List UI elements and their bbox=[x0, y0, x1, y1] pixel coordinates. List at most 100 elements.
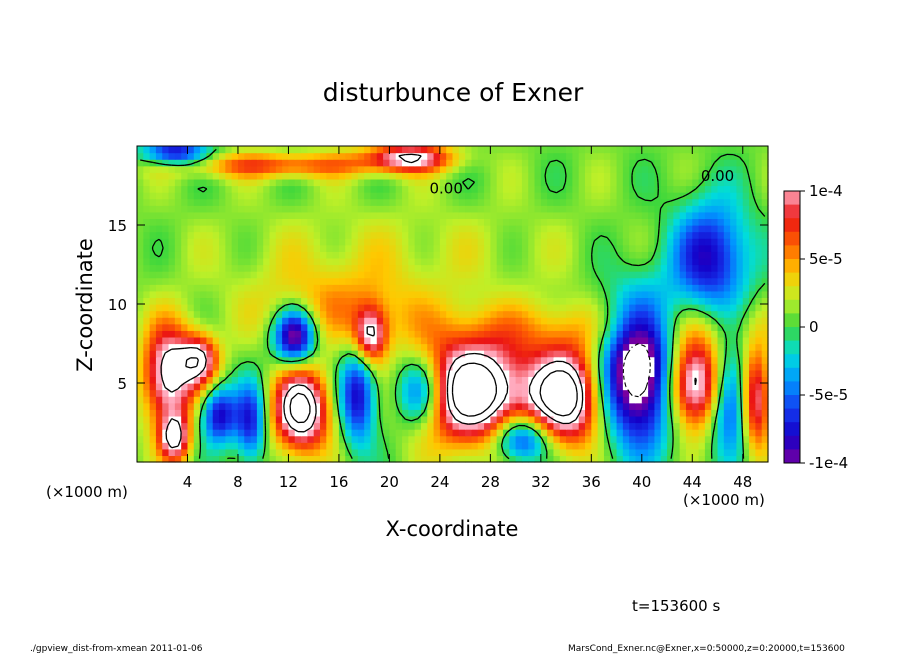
heatmap-cell bbox=[648, 185, 656, 193]
heatmap-cell bbox=[667, 185, 674, 193]
heatmap-cell bbox=[345, 376, 353, 384]
heatmap-cell bbox=[420, 218, 428, 226]
heatmap-cell bbox=[225, 343, 233, 351]
heatmap-cell bbox=[553, 290, 561, 299]
heatmap-cell bbox=[282, 205, 290, 213]
heatmap-cell bbox=[439, 185, 447, 193]
heatmap-cell bbox=[212, 448, 220, 457]
heatmap-cell bbox=[155, 244, 163, 252]
heatmap-cell bbox=[408, 211, 416, 220]
heatmap-cell bbox=[345, 343, 353, 351]
heatmap-cell bbox=[420, 271, 428, 279]
contour-segment bbox=[260, 372, 263, 380]
heatmap-cell bbox=[244, 264, 252, 272]
heatmap-cell bbox=[528, 225, 536, 233]
heatmap-cell bbox=[761, 376, 769, 384]
heatmap-cell bbox=[294, 238, 302, 246]
heatmap-cell bbox=[534, 310, 542, 318]
heatmap-cell bbox=[648, 277, 656, 285]
heatmap-cell bbox=[250, 271, 258, 279]
heatmap-cell bbox=[704, 356, 712, 364]
heatmap-cell bbox=[301, 146, 308, 154]
heatmap-cell bbox=[414, 330, 422, 338]
heatmap-cell bbox=[389, 284, 397, 292]
heatmap-cell bbox=[578, 277, 586, 285]
heatmap-cell bbox=[610, 290, 618, 299]
heatmap-cell bbox=[553, 323, 561, 331]
heatmap-cell bbox=[648, 317, 656, 325]
heatmap-cell bbox=[155, 442, 163, 450]
heatmap-cell bbox=[755, 356, 763, 364]
heatmap-cell bbox=[395, 165, 403, 173]
heatmap-cell bbox=[376, 192, 384, 200]
heatmap-cell bbox=[515, 376, 523, 384]
heatmap-cell bbox=[572, 146, 580, 154]
heatmap-cell bbox=[282, 336, 290, 345]
heatmap-cell bbox=[181, 185, 189, 193]
heatmap-cell bbox=[635, 152, 643, 160]
heatmap-cell bbox=[692, 225, 700, 233]
heatmap-cell bbox=[149, 409, 157, 417]
heatmap-cell bbox=[704, 290, 712, 299]
heatmap-cell bbox=[439, 402, 447, 410]
heatmap-cell bbox=[761, 238, 769, 246]
heatmap-cell bbox=[370, 336, 378, 345]
heatmap-cell bbox=[427, 409, 435, 417]
heatmap-cell bbox=[269, 356, 277, 364]
heatmap-cell bbox=[155, 231, 163, 239]
heatmap-cell bbox=[616, 330, 624, 338]
heatmap-cell bbox=[181, 422, 189, 430]
heatmap-cell bbox=[723, 211, 731, 220]
heatmap-cell bbox=[389, 251, 397, 259]
heatmap-cell bbox=[610, 376, 618, 384]
heatmap-cell bbox=[389, 146, 397, 154]
heatmap-cell bbox=[237, 323, 245, 331]
heatmap-cell bbox=[667, 389, 674, 397]
heatmap-cell bbox=[553, 429, 561, 437]
heatmap-cell bbox=[319, 323, 327, 331]
heatmap-cell bbox=[137, 225, 144, 233]
heatmap-cell bbox=[591, 178, 599, 187]
heatmap-cell bbox=[484, 264, 491, 272]
heatmap-cell bbox=[250, 172, 258, 180]
heatmap-cell bbox=[509, 277, 517, 285]
heatmap-cell bbox=[749, 271, 756, 279]
heatmap-cell bbox=[439, 251, 447, 259]
heatmap-cell bbox=[484, 383, 491, 391]
heatmap-cell bbox=[193, 350, 201, 358]
heatmap-cell bbox=[723, 402, 731, 410]
heatmap-cell bbox=[402, 159, 409, 167]
heatmap-cell bbox=[547, 225, 555, 233]
heatmap-cell bbox=[439, 238, 447, 246]
heatmap-cell bbox=[616, 376, 624, 384]
heatmap-cell bbox=[408, 198, 416, 206]
heatmap-cell bbox=[313, 297, 321, 305]
heatmap-cell bbox=[446, 165, 454, 173]
heatmap-cell bbox=[351, 448, 359, 457]
heatmap-cell bbox=[528, 231, 536, 239]
heatmap-cell bbox=[572, 363, 580, 371]
heatmap-cell bbox=[591, 422, 599, 430]
heatmap-cell bbox=[433, 389, 441, 397]
heatmap-cell bbox=[622, 205, 630, 213]
heatmap-cell bbox=[376, 172, 384, 180]
heatmap-cell bbox=[275, 336, 283, 345]
heatmap-cell bbox=[244, 369, 252, 378]
heatmap-cell bbox=[698, 205, 706, 213]
heatmap-cell bbox=[616, 178, 624, 187]
heatmap-cell bbox=[667, 356, 674, 364]
heatmap-cell bbox=[477, 146, 485, 154]
heatmap-cell bbox=[383, 159, 390, 167]
heatmap-cell bbox=[326, 297, 334, 305]
heatmap-cell bbox=[723, 396, 731, 404]
heatmap-cell bbox=[294, 330, 302, 338]
heatmap-cell bbox=[711, 429, 719, 437]
heatmap-cell bbox=[395, 271, 403, 279]
heatmap-cell bbox=[736, 336, 744, 345]
heatmap-cell bbox=[294, 178, 302, 187]
heatmap-cell bbox=[578, 264, 586, 272]
heatmap-cell bbox=[301, 343, 308, 351]
heatmap-cell bbox=[174, 178, 182, 187]
heatmap-cell bbox=[288, 277, 296, 285]
heatmap-cell bbox=[603, 244, 611, 252]
